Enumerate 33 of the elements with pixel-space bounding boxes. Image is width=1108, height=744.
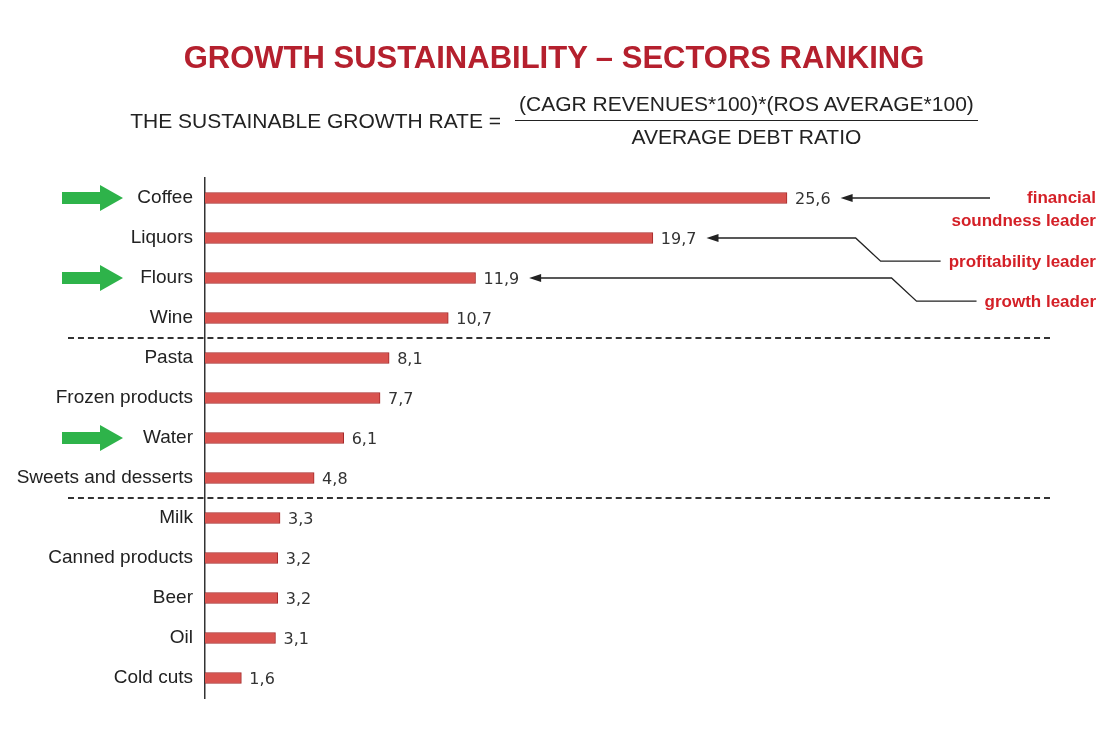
y-tick-label: Pasta (144, 346, 194, 368)
data-label: 8,1 (397, 349, 423, 369)
data-label: 6,1 (351, 429, 378, 449)
y-tick-label: Canned products (48, 546, 193, 568)
y-tick-label: Wine (149, 306, 193, 328)
y-tick-label: Frozen products (55, 386, 193, 408)
y-tick-label: Cold cuts (113, 666, 193, 688)
data-label: 3,2 (285, 549, 312, 569)
data-label: 10,7 (456, 309, 492, 329)
data-label: 3,1 (283, 629, 309, 649)
y-tick-label: Milk (159, 506, 194, 528)
y-tick-label: Liquors (130, 226, 193, 248)
data-label: 7,7 (388, 389, 414, 409)
data-label: 1,6 (249, 669, 275, 689)
y-tick-label: Water (143, 426, 194, 448)
data-label: 25,6 (794, 189, 831, 209)
y-tick-label: Coffee (137, 186, 193, 208)
y-tick-label: Sweets and desserts (16, 466, 193, 488)
data-label: 4,8 (322, 469, 348, 489)
y-tick-label: Beer (152, 586, 194, 608)
text: growth leader (983, 290, 1096, 313)
data-label: 19,7 (660, 229, 697, 249)
text: (CAGR REVENUES*100)*(ROS AVERAGE*100) (515, 92, 978, 121)
data-label: 11,9 (483, 269, 520, 289)
text: financial soundness leader (950, 187, 1096, 232)
data-label: 3,2 (285, 589, 312, 609)
chart-title: GROWTH SUSTAINABILITY – SECTORS RANKING (182, 40, 926, 76)
chart-subtitle: THE SUSTAINABLE GROWTH RATE = (130, 108, 502, 133)
y-tick-label: Oil (169, 626, 193, 648)
data-label: 3,3 (288, 509, 314, 529)
y-tick-label: Flours (140, 266, 193, 288)
text: AVERAGE DEBT RATIO (631, 124, 862, 149)
text: profitability leader (948, 250, 1096, 273)
